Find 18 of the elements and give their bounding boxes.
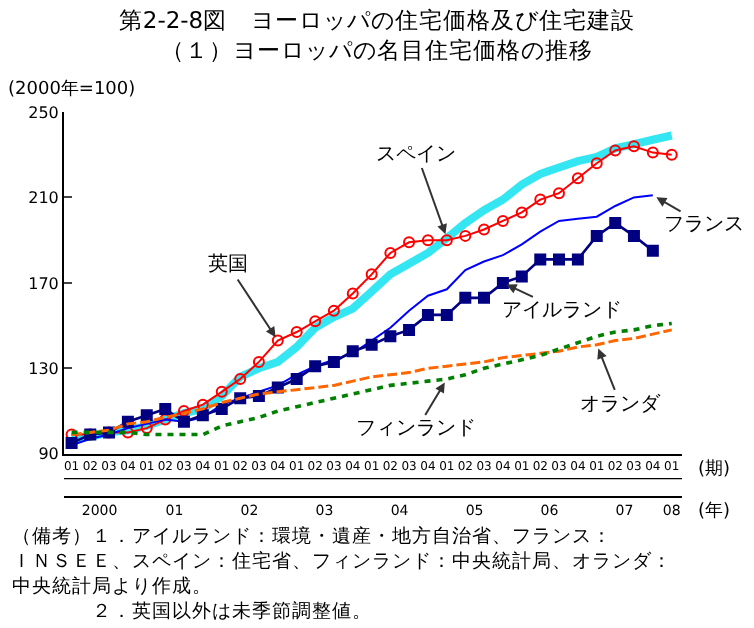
text: スペイン [376, 144, 456, 166]
x2-axis-title: (年) [698, 500, 731, 522]
series-label: フィンランド [356, 418, 476, 440]
chart-title: 第2-2-8図 ヨーロッパの住宅価格及び住宅建設 [118, 6, 636, 35]
x-axis-title: (期) [698, 458, 731, 480]
text: （備考）１．アイルランド：環境・遺産・地方自治省、フランス：ＩＮＳＥＥ、スペイン：住宅省、フィンランド：中央統計局、オランダ：中央統計局より作成。 [12, 524, 672, 598]
y-tick-label: 90 [38, 445, 59, 464]
y-tick-label: 130 [28, 359, 59, 378]
chart-subtitle: （１）ヨーロッパの名目住宅価格の推移 [161, 36, 593, 65]
y-tick-label: 250 [28, 103, 59, 122]
text: ２．英国以外は未季節調整値。 [12, 598, 372, 623]
series-label: アイルランド [502, 300, 622, 322]
y-axis-title: (2000年=100) [8, 78, 136, 100]
text: オランダ [580, 392, 662, 416]
series-label: フランス [664, 214, 744, 236]
y-tick-label: 170 [28, 274, 59, 293]
text: 英国 [208, 252, 248, 276]
y-tick-label: 210 [28, 189, 59, 208]
